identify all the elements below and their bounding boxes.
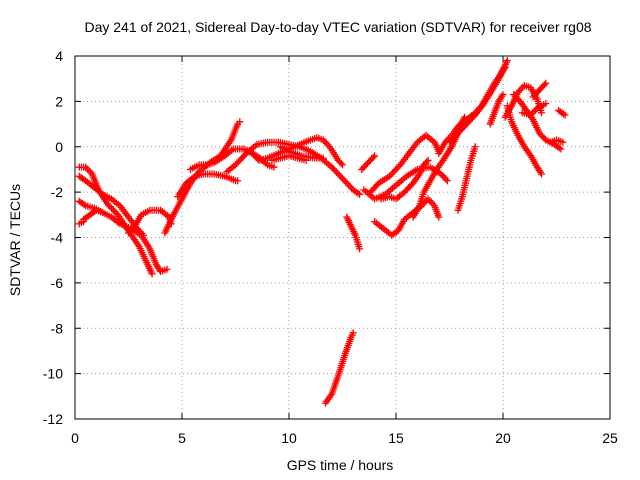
data-point-marker	[369, 153, 377, 161]
data-point-marker	[235, 158, 243, 166]
data-point-marker	[328, 163, 336, 171]
grid	[75, 56, 610, 419]
data-point-marker	[236, 156, 244, 164]
data-point-marker	[349, 329, 357, 337]
data-point-marker	[390, 167, 398, 175]
data-point-marker	[339, 175, 346, 183]
data-point-marker	[538, 109, 546, 117]
data-point-marker	[332, 168, 340, 176]
data-point-marker	[232, 161, 239, 169]
data-point-marker	[346, 183, 354, 191]
data-point-marker	[233, 159, 241, 167]
data-point-marker	[99, 209, 107, 217]
data-point-marker	[108, 204, 116, 212]
data-point-marker	[329, 165, 337, 173]
data-point-marker	[270, 163, 278, 171]
data-point-marker	[542, 100, 550, 108]
data-point-marker	[559, 110, 567, 118]
data-point-marker	[103, 199, 111, 207]
data-point-marker	[340, 176, 348, 184]
data-point-marker	[395, 163, 403, 171]
data-point-marker	[241, 151, 249, 159]
data-point-marker	[393, 164, 401, 172]
x-tick-label: 20	[495, 430, 511, 446]
y-tick-label: 2	[55, 93, 63, 109]
y-tick-label: -10	[43, 366, 63, 382]
x-tick-label: 10	[281, 430, 297, 446]
data-point-marker	[335, 171, 343, 179]
data-point-marker	[356, 245, 364, 253]
data-point-marker	[106, 203, 114, 211]
y-tick-label: -12	[43, 411, 63, 427]
y-axis-label: SDTVAR / TECUs	[7, 184, 23, 296]
data-point-marker	[423, 158, 431, 166]
x-tick-labels: 0 5 10 15 20 25	[71, 430, 618, 446]
y-tick-label: -6	[51, 275, 64, 291]
data-point-marker	[424, 156, 432, 164]
data-point-marker	[342, 178, 350, 186]
data-point-marker	[389, 169, 397, 177]
data-point-marker	[148, 270, 156, 278]
y-tick-label: -2	[51, 184, 64, 200]
data-point-marker	[435, 213, 443, 221]
x-tick-label: 25	[602, 430, 618, 446]
data-point-marker	[345, 181, 353, 189]
y-tick-label: -4	[51, 230, 64, 246]
x-axis-label: GPS time / hours	[287, 457, 394, 473]
y-tick-label: 0	[55, 139, 63, 155]
data-point-marker	[354, 189, 362, 197]
data-point-marker	[555, 144, 563, 152]
x-tick-label: 15	[388, 430, 404, 446]
data-point-marker	[471, 143, 479, 151]
data-point-marker	[109, 206, 117, 214]
data-point-marker	[334, 170, 342, 178]
data-point-marker	[343, 179, 351, 187]
data-point-marker	[540, 81, 548, 89]
data-point-marker	[337, 173, 345, 181]
data-point-marker	[443, 177, 451, 185]
data-point-marker	[392, 166, 400, 174]
data-point-marker	[238, 154, 246, 162]
data-point-marker	[319, 154, 327, 162]
data-point-marker	[557, 145, 565, 153]
data-point-marker	[236, 118, 244, 126]
y-tick-label: 4	[55, 48, 63, 64]
data-point-marker	[386, 172, 394, 180]
y-tick-label: -8	[51, 320, 64, 336]
x-tick-label: 0	[71, 430, 79, 446]
data-point-marker	[561, 111, 569, 119]
data-point-marker	[105, 201, 113, 209]
data-point-marker	[538, 170, 546, 178]
data-point-marker	[239, 153, 247, 161]
x-tick-label: 5	[178, 430, 186, 446]
data-points	[75, 57, 569, 407]
data-point-marker	[80, 218, 88, 226]
data-point-marker	[503, 57, 511, 65]
data-point-marker	[542, 79, 550, 87]
y-tick-labels: 4 2 0 -2 -4 -6 -8 -10 -12	[43, 48, 63, 427]
data-point-marker	[559, 138, 567, 146]
chart-title: Day 241 of 2021, Sidereal Day-to-day VTE…	[84, 19, 591, 35]
data-point-marker	[356, 190, 364, 198]
data-point-marker	[371, 152, 379, 160]
data-point-marker	[339, 161, 346, 169]
data-point-marker	[499, 91, 507, 99]
data-point-marker	[337, 159, 345, 167]
data-point-marker	[387, 171, 395, 179]
data-point-marker	[80, 201, 88, 209]
data-point-marker	[111, 208, 119, 216]
data-point-marker	[331, 166, 339, 174]
data-point-marker	[234, 177, 242, 185]
plot-frame	[74, 55, 611, 420]
data-point-marker	[163, 265, 171, 273]
